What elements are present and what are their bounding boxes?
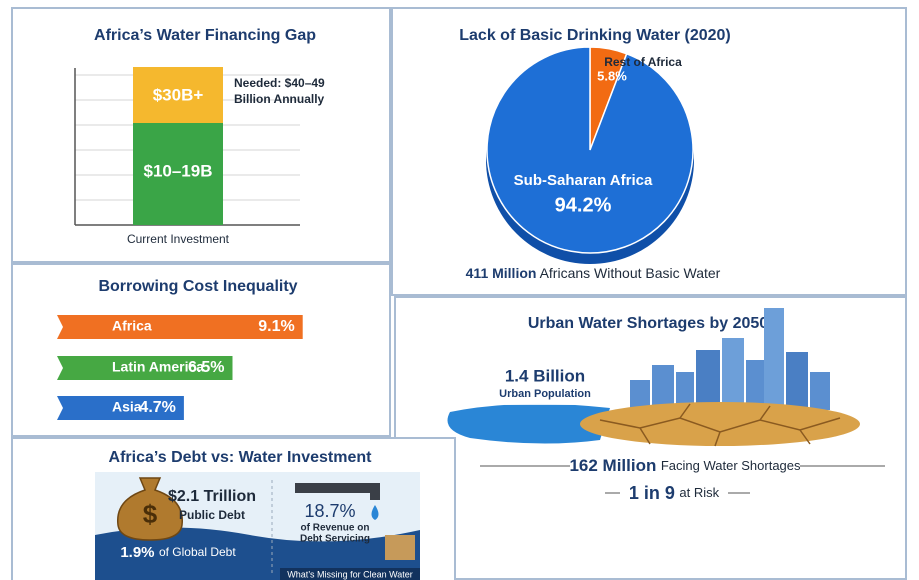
footer-bold: 411 Million <box>466 265 537 281</box>
bar-name: Africa <box>112 318 152 334</box>
segment-label: $30B+ <box>153 85 204 104</box>
shortage-text: Facing Water Shortages <box>661 458 801 473</box>
panel-title: Borrowing Cost Inequality <box>98 278 297 295</box>
bar-value: 6.5% <box>188 359 224 376</box>
bar-value: 9.1% <box>258 318 294 335</box>
axis-label: Current Investment <box>127 232 230 246</box>
cracked-ground <box>580 402 860 446</box>
bar-name: Asia <box>112 399 142 415</box>
icon-symbol: $ <box>143 499 158 529</box>
population-text: Urban Population <box>499 388 591 400</box>
debt-text: Public Debt <box>179 508 245 522</box>
missing-banner <box>280 568 420 580</box>
shortage: 162 Million Facing Water Shortages <box>569 456 801 475</box>
global-bold: 1.9% <box>120 544 154 561</box>
slice-value: 5.8% <box>597 68 627 83</box>
risk-text: at Risk <box>679 485 719 500</box>
segment-label: $10–19B <box>143 161 212 180</box>
bar-segment <box>133 123 223 225</box>
bar-value: 4.7% <box>139 399 175 416</box>
water <box>447 403 610 444</box>
bar <box>57 396 184 420</box>
bar-segment <box>133 67 223 123</box>
drop <box>371 505 379 520</box>
debt-bold: $2.1 Trillion <box>168 488 256 505</box>
population-bold: 1.4 Billion <box>505 366 585 385</box>
slice-value: 94.2% <box>555 194 612 216</box>
pie-slice <box>486 46 694 254</box>
pipe <box>295 483 380 500</box>
revenue-bold: 18.7% <box>304 501 355 521</box>
panel-title: Urban Water Shortages by 2050 <box>528 315 768 332</box>
footer: 411 Million Africans Without Basic Water <box>466 265 721 281</box>
revenue-text: of Revenue on <box>301 523 370 534</box>
shortage-bold: 162 Million <box>569 456 656 475</box>
panel-title: Lack of Basic Drinking Water (2020) <box>459 27 731 44</box>
annotation: Needed: $40–49 <box>234 76 325 90</box>
bar <box>57 356 233 380</box>
revenue-text: Debt Servicing <box>300 534 370 545</box>
bar-name: Latin America <box>112 359 204 375</box>
label-bg <box>490 365 600 405</box>
box <box>385 535 415 560</box>
risk: 1 in 9 at Risk <box>629 483 720 503</box>
wave <box>95 527 420 580</box>
slice-name: Rest of Africa <box>604 55 682 69</box>
annotation: Billion Annually <box>234 92 325 106</box>
slice-name: Sub-Saharan Africa <box>514 172 653 189</box>
missing-text: What’s Missing for Clean Water <box>287 569 413 579</box>
panel-title: Africa’s Water Financing Gap <box>94 27 316 44</box>
bar <box>57 315 303 339</box>
money-bag <box>117 477 183 541</box>
risk-bold: 1 in 9 <box>629 483 675 503</box>
global-text: of Global Debt <box>159 545 236 559</box>
panel-title: Africa’s Debt vs: Water Investment <box>109 449 373 466</box>
footer-text: Africans Without Basic Water <box>540 265 721 281</box>
skyline <box>630 308 830 410</box>
global: 1.9% of Global Debt <box>120 544 236 561</box>
cracks <box>599 403 841 447</box>
